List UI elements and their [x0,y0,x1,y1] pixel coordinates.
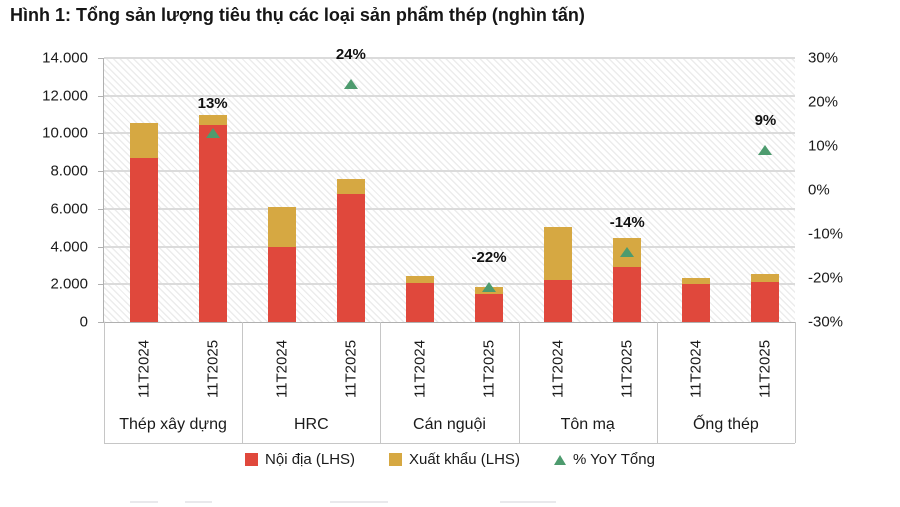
x-axis-group-separator [380,322,382,443]
cutoff-text-artifact [0,501,900,507]
left-axis-tick-mark [98,284,103,286]
gridline [104,170,795,173]
yoy-triangle-marker [482,281,497,292]
chart-title: Hình 1: Tổng sản lượng tiêu thụ các loại… [10,5,585,25]
left-axis-tick-mark [98,246,103,248]
x-tick-period-label: 11T2025 [480,339,498,399]
x-tick-period-label: 11T2025 [618,339,636,399]
bar-export-11T2024-3 [405,275,434,284]
yoy-value-label: 13% [197,94,228,112]
bar-export-11T2025-2 [336,178,365,194]
x-category-label: Ống thép [692,416,759,433]
x-tick-period-label: 11T2024 [549,339,567,399]
x-tick-period-label: 11T2025 [342,339,360,399]
plot-area: 13% 24% -22% -14% 9% [104,46,795,322]
gridline [104,245,795,248]
bar-domestic-11T2025-3 [475,294,504,322]
left-axis-tick-mark [98,208,103,210]
legend: Nội địa (LHS) Xuất khẩu (LHS) % YoY Tổng [0,451,900,468]
yoy-value-label: -14% [609,213,645,231]
bar-domestic-11T2024-2 [267,246,296,322]
x-category-label: HRC [293,416,329,433]
x-category-label: Tôn mạ [560,416,615,433]
left-axis-tick-label: 2.000 [50,275,88,293]
right-axis-tick-label: 30% [808,49,839,67]
legend-label: Xuất khẩu (LHS) [409,451,520,468]
legend-label: % YoY Tổng [572,451,655,468]
bar-export-11T2024-4 [544,226,573,280]
left-axis-tick-label: 14.000 [42,49,88,67]
left-axis-line [103,58,104,323]
x-axis-group-separator [104,322,105,443]
gridline [104,207,795,210]
legend-triangle-marker [553,454,566,465]
x-tick-period-label: 11T2024 [273,339,291,399]
legend-item: Xuất khẩu (LHS) [389,451,520,468]
right-axis-tick-label: 20% [808,93,839,111]
right-axis-tick-label: -30% [808,313,844,331]
yoy-triangle-marker [758,145,773,156]
bar-domestic-11T2024-3 [405,283,434,322]
x-tick-period-label: 11T2024 [687,339,705,399]
legend-square-marker [245,453,259,466]
x-axis-group-separator [656,322,658,443]
bar-domestic-11T2024-1 [129,157,158,322]
right-axis-tick-label: -20% [808,269,844,287]
x-axis-group-separator [795,322,796,443]
bar-export-11T2024-5 [682,277,711,285]
yoy-triangle-marker [620,246,635,257]
x-axis-line [104,322,795,323]
x-tick-period-label: 11T2025 [204,339,222,399]
bar-domestic-11T2024-5 [682,284,711,322]
left-axis-tick-label: 8.000 [50,162,88,180]
yoy-triangle-marker [205,127,220,138]
bar-export-11T2025-1 [198,114,227,125]
legend-item: % YoY Tổng [553,451,655,468]
left-axis-tick-label: 10.000 [42,124,88,142]
gridline [104,283,795,286]
yoy-triangle-marker [343,79,358,90]
gridline [104,57,795,59]
x-category-label: Thép xây dựng [119,416,227,433]
yoy-value-label: 24% [335,46,366,64]
right-axis-tick-label: -10% [808,225,844,243]
x-axis-group-separator [518,322,520,443]
x-category-label: Cán nguội [413,416,486,433]
x-tick-period-label: 11T2024 [135,339,153,399]
yoy-value-label: 9% [754,112,777,130]
bar-export-11T2025-5 [751,274,780,282]
x-tick-period-label: 11T2025 [756,339,774,399]
right-axis-tick-label: 10% [808,137,839,155]
left-axis-tick-label: 0 [79,313,88,331]
bar-domestic-11T2025-1 [198,124,227,322]
left-axis-tick-label: 4.000 [50,238,88,256]
x-axis-bottom-border [104,443,795,444]
left-axis-tick-mark [98,322,103,323]
bar-export-11T2024-1 [129,123,158,158]
gridline [104,132,795,135]
legend-label: Nội địa (LHS) [265,451,356,468]
legend-item: Nội địa (LHS) [245,451,355,468]
left-axis-tick-mark [98,95,103,97]
bar-export-11T2024-2 [267,206,296,247]
left-axis-tick-label: 12.000 [42,87,88,105]
yoy-value-label: -22% [471,248,507,266]
right-axis-tick-label: 0% [808,181,830,199]
bar-domestic-11T2025-5 [751,281,780,322]
bar-domestic-11T2025-4 [613,266,642,322]
gridline [104,94,795,97]
left-axis-tick-label: 6.000 [50,200,88,218]
bar-domestic-11T2024-4 [544,279,573,322]
legend-square-marker [389,453,403,466]
left-axis-tick-mark [98,171,103,173]
x-tick-period-label: 11T2024 [411,339,429,399]
left-axis-tick-mark [98,58,103,59]
bar-domestic-11T2025-2 [336,193,365,322]
x-axis-group-separator [242,322,244,443]
left-axis-tick-mark [98,133,103,135]
